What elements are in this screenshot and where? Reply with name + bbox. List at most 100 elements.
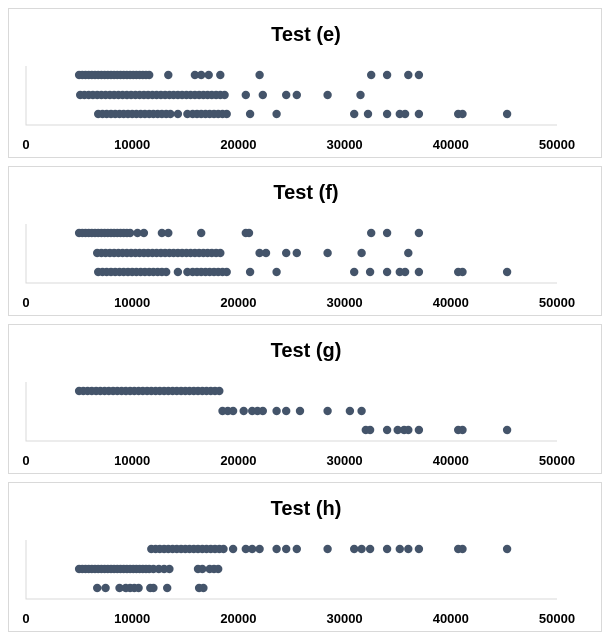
- x-tick-label: 40000: [433, 295, 469, 310]
- data-point: [255, 248, 264, 258]
- data-point: [162, 267, 171, 277]
- data-point: [382, 109, 392, 119]
- data-point: [345, 406, 355, 416]
- data-point: [382, 544, 392, 554]
- data-point: [414, 425, 424, 435]
- chart-title: Test (f): [273, 182, 338, 204]
- data-point: [173, 109, 183, 119]
- data-point: [458, 267, 467, 277]
- data-point: [164, 228, 173, 238]
- data-point: [244, 228, 254, 238]
- x-tick-label: 50000: [539, 611, 575, 626]
- data-point: [204, 70, 213, 80]
- chart-svg-h: Test (h) 0 10000 20000 30000 40000 50000: [22, 498, 575, 626]
- data-point: [199, 583, 208, 593]
- x-tick-label: 30000: [327, 137, 363, 152]
- data-point: [245, 267, 255, 277]
- data-point: [414, 109, 424, 119]
- data-point: [258, 406, 267, 416]
- chart-svg-e: Test (e) 0 10000 20000 30000 40000 50000: [22, 24, 575, 152]
- data-point: [363, 109, 373, 119]
- data-point: [393, 425, 402, 435]
- data-point: [350, 267, 359, 277]
- data-point: [365, 544, 375, 554]
- data-point: [190, 70, 200, 80]
- data-point: [197, 70, 206, 80]
- x-tick-label: 20000: [220, 611, 256, 626]
- chart-svg-g: Test (g) 0 10000 20000 30000 40000 50000: [22, 340, 575, 468]
- data-point: [350, 109, 359, 119]
- data-point: [222, 109, 231, 119]
- data-point: [404, 544, 413, 554]
- data-point: [502, 544, 512, 554]
- data-point: [164, 70, 173, 80]
- data-point: [239, 406, 248, 416]
- data-point: [282, 248, 291, 258]
- x-tick-label: 10000: [114, 295, 150, 310]
- axis-line: [25, 224, 557, 284]
- data-point: [357, 544, 366, 554]
- chart-title: Test (e): [271, 24, 341, 46]
- data-point: [272, 544, 281, 554]
- chart-panel-f: Test (f) 0 10000 20000 30000 40000 50000: [8, 166, 602, 316]
- x-tick-label: 20000: [220, 295, 256, 310]
- data-point: [258, 90, 267, 100]
- data-point: [357, 406, 366, 416]
- data-point: [163, 583, 172, 593]
- data-point: [282, 544, 291, 554]
- chart-panel-h: Test (h) 0 10000 20000 30000 40000 50000: [8, 482, 602, 632]
- data-point: [367, 70, 376, 80]
- chart-panel-g: Test (g) 0 10000 20000 30000 40000 50000: [8, 324, 602, 474]
- data-point: [272, 109, 281, 119]
- data-point: [295, 406, 305, 416]
- data-point: [382, 267, 392, 277]
- data-point: [323, 248, 332, 258]
- data-point: [414, 544, 424, 554]
- data-point: [292, 90, 301, 100]
- x-tick-label: 30000: [327, 295, 363, 310]
- data-point: [458, 544, 467, 554]
- data-point: [367, 228, 376, 238]
- chart-svg-f: Test (f) 0 10000 20000 30000 40000 50000: [22, 182, 575, 310]
- data-point: [458, 425, 467, 435]
- x-tick-label: 0: [22, 295, 29, 310]
- chart-panel-e: Test (e) 0 10000 20000 30000 40000 50000: [8, 8, 602, 158]
- data-point: [404, 248, 413, 258]
- data-point: [357, 248, 366, 258]
- data-point: [215, 386, 224, 396]
- data-point: [282, 90, 291, 100]
- x-tick-label: 10000: [114, 611, 150, 626]
- data-point: [292, 544, 301, 554]
- data-point: [125, 228, 135, 238]
- data-point: [173, 267, 183, 277]
- x-tick-label: 30000: [327, 453, 363, 468]
- x-tick-label: 50000: [539, 137, 575, 152]
- x-tick-label: 30000: [327, 611, 363, 626]
- data-point: [350, 544, 359, 554]
- data-point: [197, 228, 206, 238]
- data-point: [323, 90, 332, 100]
- data-point: [365, 425, 375, 435]
- data-point: [292, 248, 301, 258]
- data-point: [404, 425, 413, 435]
- data-point: [219, 544, 228, 554]
- x-tick-label: 10000: [114, 137, 150, 152]
- data-point: [145, 70, 154, 80]
- data-point: [216, 248, 225, 258]
- data-point: [414, 70, 424, 80]
- data-point: [261, 248, 271, 258]
- data-point: [115, 583, 124, 593]
- x-tick-label: 50000: [539, 453, 575, 468]
- x-tick-label: 0: [22, 453, 29, 468]
- data-point: [365, 267, 375, 277]
- data-point: [245, 109, 255, 119]
- x-tick-label: 50000: [539, 295, 575, 310]
- data-point: [198, 564, 207, 574]
- x-tick-label: 0: [22, 137, 29, 152]
- data-point: [404, 70, 413, 80]
- data-point: [165, 564, 174, 574]
- data-point: [395, 544, 404, 554]
- data-point: [272, 406, 281, 416]
- data-point: [382, 70, 392, 80]
- x-tick-label: 40000: [433, 137, 469, 152]
